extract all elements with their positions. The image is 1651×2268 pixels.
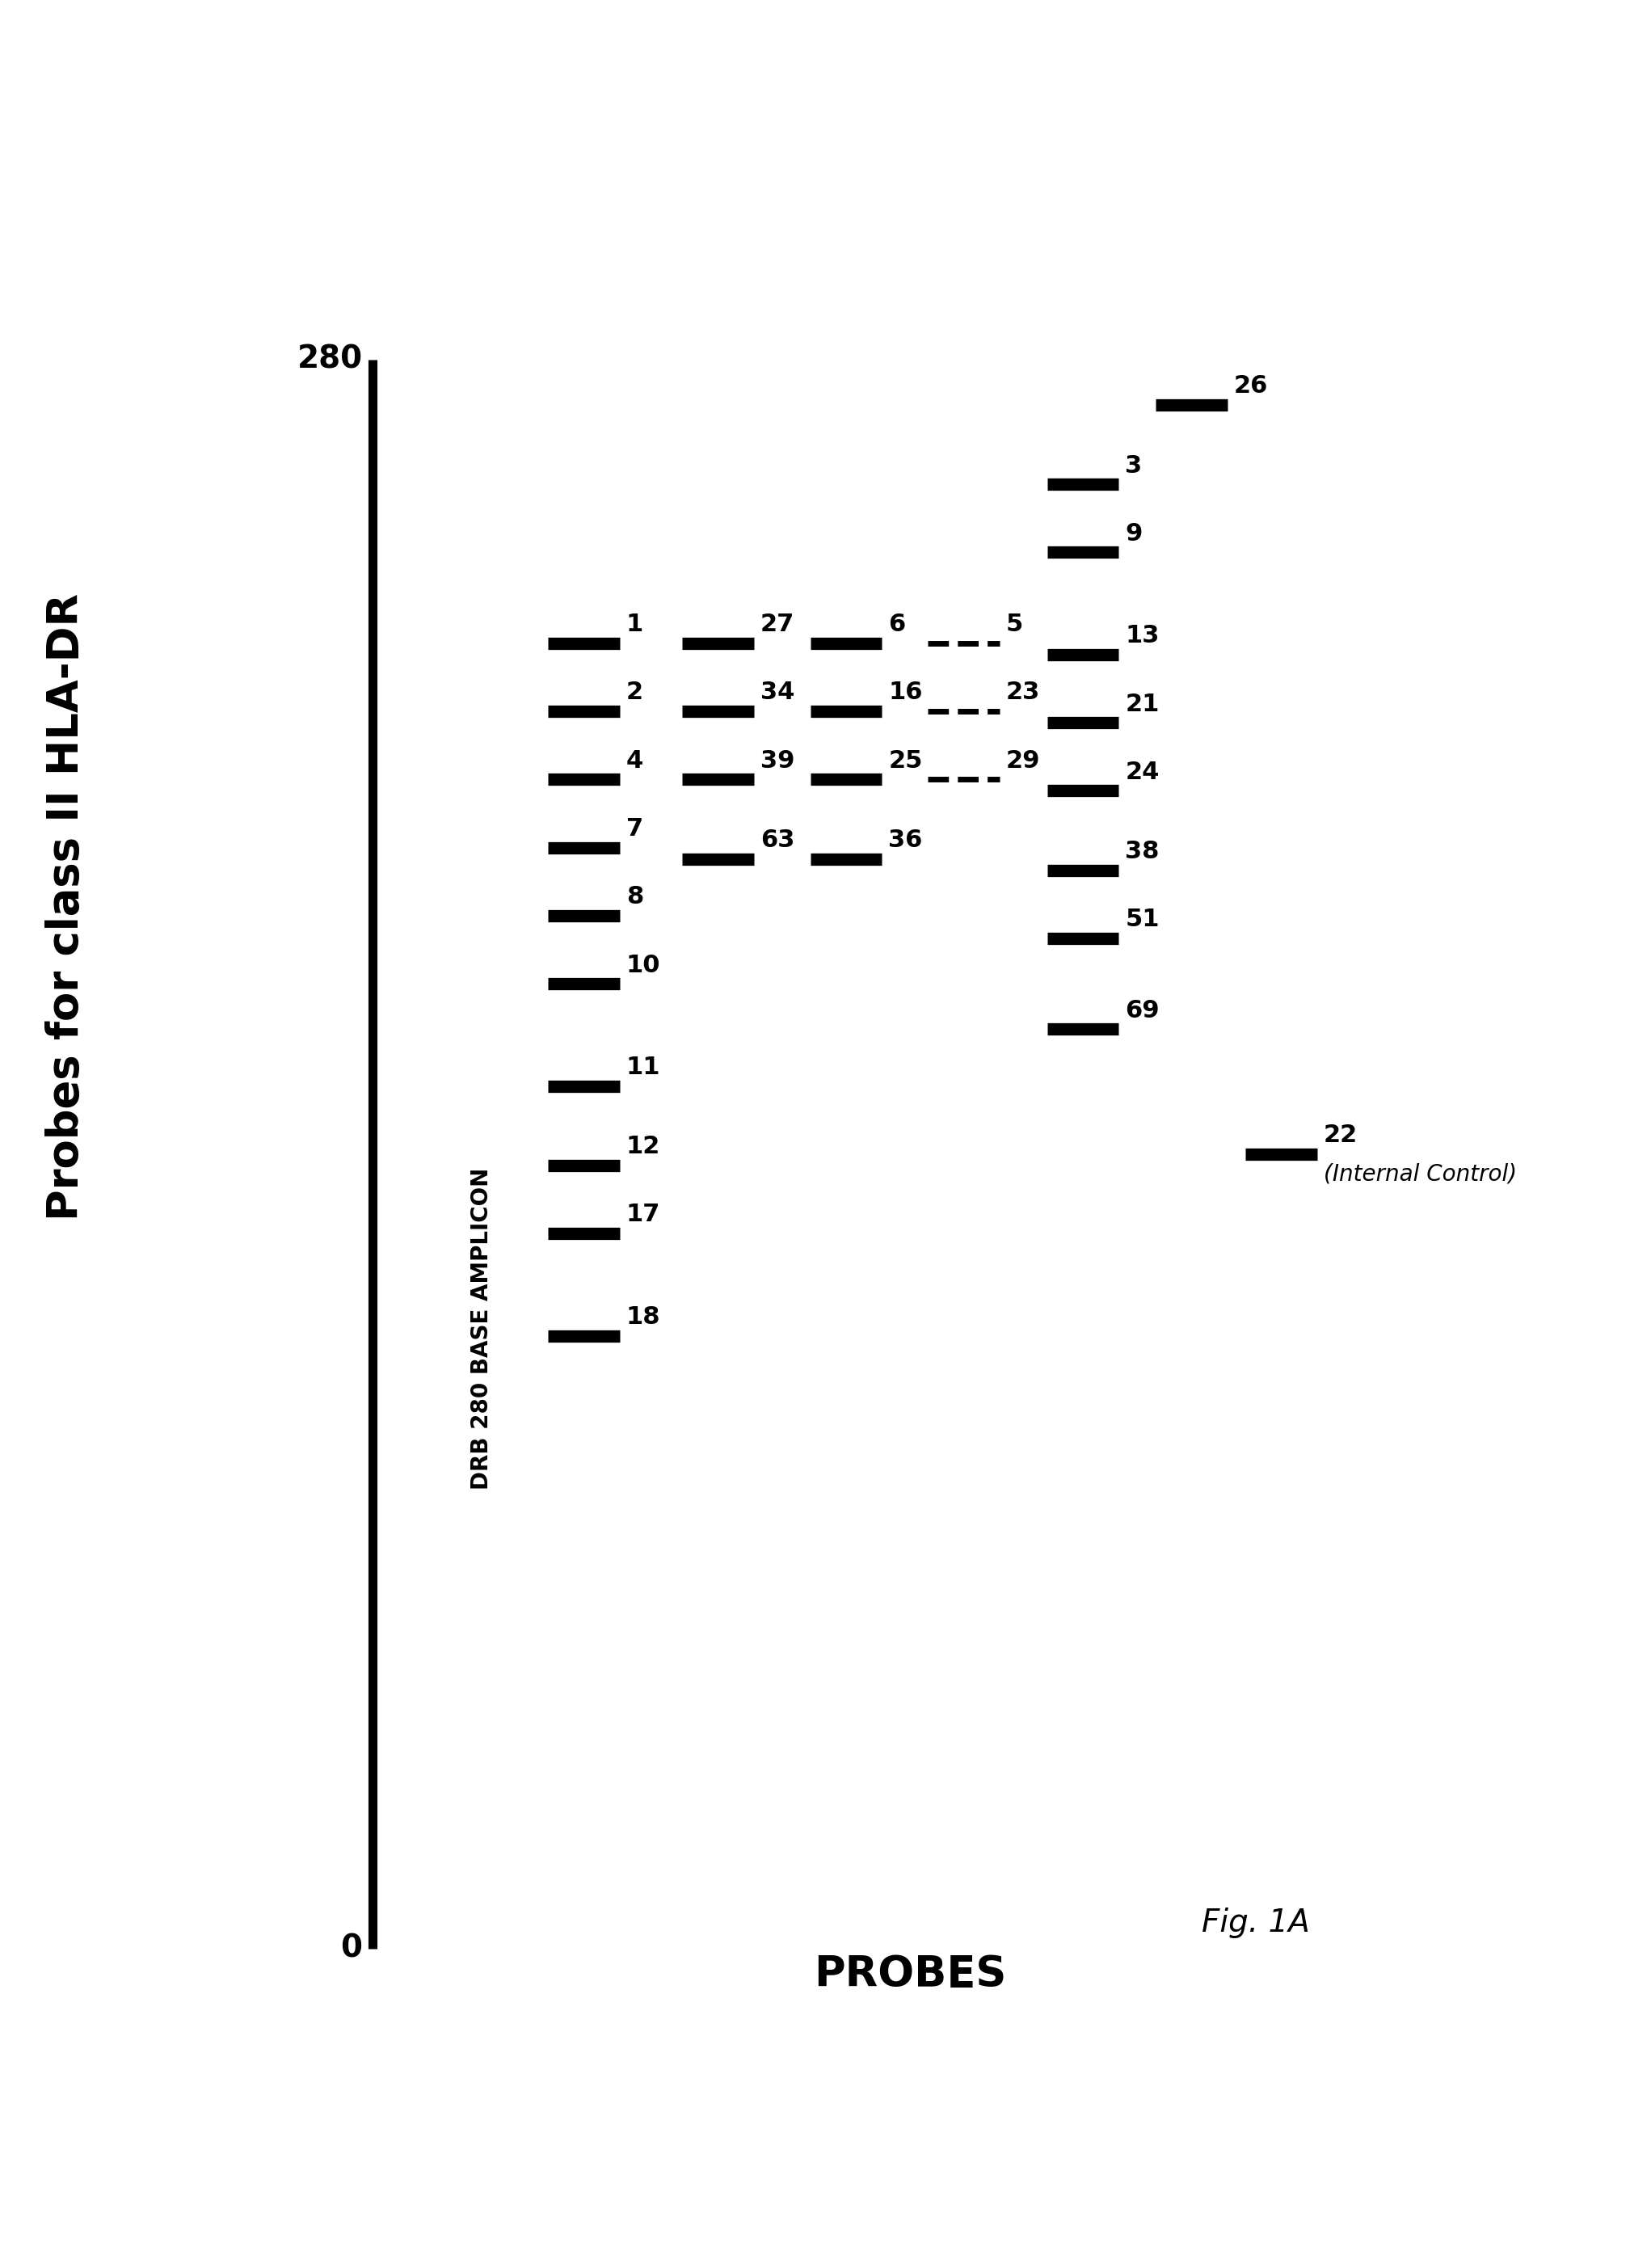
- Text: 5: 5: [1005, 612, 1024, 637]
- Text: 3: 3: [1124, 454, 1142, 476]
- Text: 18: 18: [626, 1306, 660, 1329]
- Text: 22: 22: [1324, 1123, 1357, 1148]
- Text: DRB 280 BASE AMPLICON: DRB 280 BASE AMPLICON: [471, 1168, 492, 1490]
- Text: 34: 34: [761, 680, 794, 705]
- Text: Fig. 1A: Fig. 1A: [1202, 1907, 1309, 1937]
- Text: 11: 11: [626, 1055, 660, 1080]
- Text: 2: 2: [626, 680, 644, 705]
- Text: 27: 27: [761, 612, 794, 637]
- Text: 280: 280: [297, 345, 363, 374]
- Text: 29: 29: [1005, 748, 1040, 773]
- Text: 7: 7: [626, 816, 644, 841]
- Text: 17: 17: [626, 1202, 660, 1227]
- Text: 8: 8: [626, 885, 644, 909]
- Text: 6: 6: [888, 612, 905, 637]
- Text: 63: 63: [761, 828, 794, 853]
- Text: 9: 9: [1124, 522, 1142, 547]
- Text: 12: 12: [626, 1134, 660, 1159]
- Text: 4: 4: [626, 748, 644, 773]
- Text: 39: 39: [761, 748, 794, 773]
- Text: 23: 23: [1005, 680, 1040, 705]
- Text: 36: 36: [888, 828, 923, 853]
- Text: Probes for class II HLA-DR: Probes for class II HLA-DR: [45, 594, 88, 1220]
- Text: 16: 16: [888, 680, 923, 705]
- Text: 26: 26: [1233, 374, 1268, 397]
- Text: PROBES: PROBES: [814, 1953, 1007, 1996]
- Text: 38: 38: [1124, 839, 1159, 864]
- Text: 0: 0: [340, 1932, 363, 1964]
- Text: 51: 51: [1124, 907, 1159, 932]
- Text: (Internal Control): (Internal Control): [1324, 1163, 1517, 1186]
- Text: 10: 10: [626, 953, 660, 978]
- Text: 1: 1: [626, 612, 644, 637]
- Text: 13: 13: [1124, 624, 1159, 649]
- Text: 69: 69: [1124, 998, 1159, 1023]
- Text: 25: 25: [888, 748, 923, 773]
- Text: 24: 24: [1124, 760, 1159, 785]
- Text: 21: 21: [1124, 692, 1159, 717]
